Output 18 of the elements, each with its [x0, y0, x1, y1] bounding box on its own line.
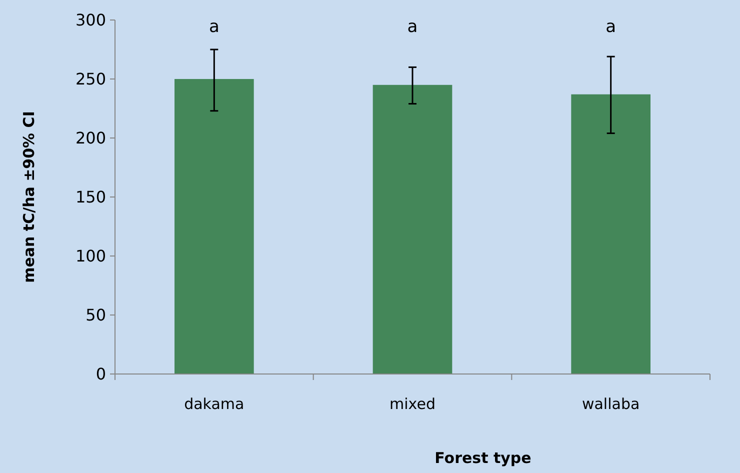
- x-tick-label: dakama: [184, 395, 244, 413]
- y-tick-label: 0: [96, 364, 106, 384]
- y-tick-label: 300: [75, 10, 106, 30]
- annotation: a: [606, 17, 616, 37]
- annotation: a: [407, 17, 418, 37]
- x-tick-label: mixed: [390, 395, 436, 413]
- y-tick-label: 50: [86, 306, 106, 325]
- y-tick-label: 250: [75, 70, 106, 89]
- x-axis-title: Forest type: [434, 449, 532, 467]
- annotation: a: [208, 17, 220, 37]
- bar: [174, 79, 254, 374]
- y-tick-label: 150: [75, 188, 106, 207]
- y-axis-title: mean tC/ha ±90% CI: [20, 111, 38, 283]
- bar: [372, 84, 452, 374]
- y-tick-label: 100: [75, 246, 106, 266]
- x-tick-label: wallaba: [582, 395, 640, 413]
- y-tick-label: 200: [75, 128, 106, 148]
- bar: [571, 94, 650, 374]
